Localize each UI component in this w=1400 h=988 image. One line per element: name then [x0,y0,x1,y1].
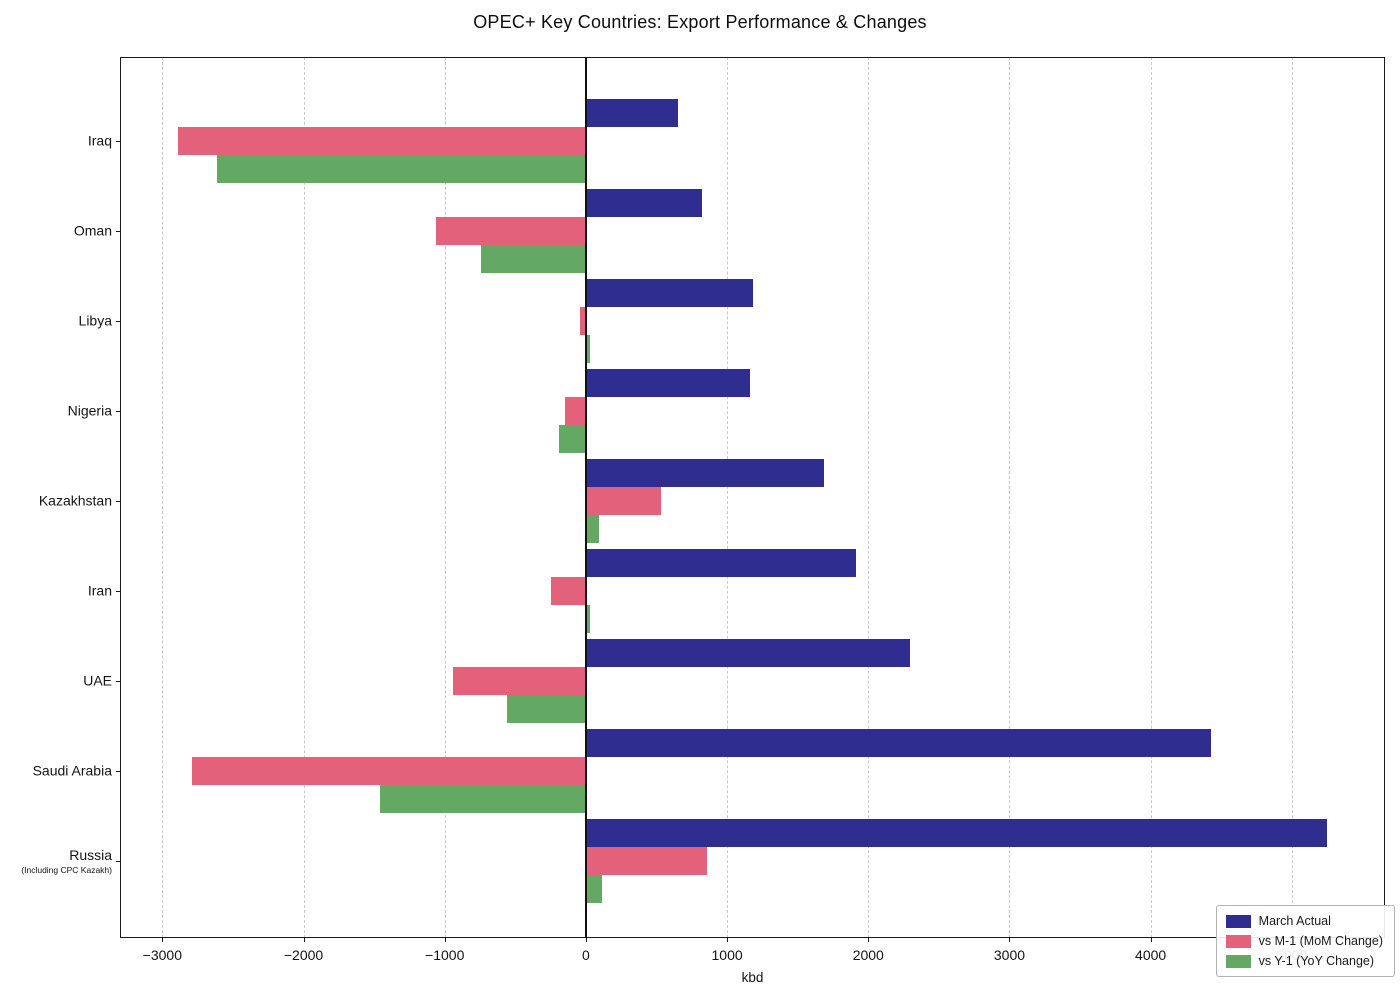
x-tick-mark [303,938,305,942]
y-label-iraq: Iraq [0,133,112,150]
bar-march-actual-uae [585,639,910,667]
y-label-saudi-arabia: Saudi Arabia [0,763,112,780]
y-label-oman: Oman [0,223,112,240]
chart-title: OPEC+ Key Countries: Export Performance … [473,12,927,32]
bar-vs-m-1-mom-change-kazakhstan [585,487,661,515]
x-tick-mark [1009,938,1011,942]
bar-march-actual-libya [585,279,754,307]
gridline-1000 [727,57,729,938]
x-tick-mark [1150,938,1152,942]
bar-vs-m-1-mom-change-iran [550,577,586,605]
bar-vs-y-1-yoy-change-nigeria [559,425,586,453]
y-tick-label: Saudi Arabia [32,762,112,779]
bar-march-actual-oman [585,189,703,217]
x-tick-label: −1000 [425,947,465,963]
x-tick-label: −3000 [142,947,183,963]
bar-vs-y-1-yoy-change-iraq [217,155,586,183]
gridline-2000 [868,57,870,938]
y-tick-mark [116,231,120,232]
bar-march-actual-nigeria [585,369,750,397]
bar-vs-m-1-mom-change-iraq [177,127,586,155]
bar-vs-y-1-yoy-change-saudi-arabia [379,785,586,813]
x-tick-mark [162,938,164,942]
y-label-kazakhstan: Kazakhstan [0,493,112,510]
y-tick-label: Oman [73,222,112,239]
bar-vs-y-1-yoy-change-oman [481,245,586,273]
y-tick-mark [116,861,120,862]
y-tick-label: UAE [83,672,112,689]
bar-vs-y-1-yoy-change-kazakhstan [585,515,599,543]
gridline-5000 [1291,57,1293,938]
zero-line [585,57,587,938]
y-tick-sublabel: (Including CPC Kazakh) [21,864,112,875]
legend-swatch-vs-m-1-mom-change [1225,934,1251,948]
y-tick-label: Russia [69,847,112,864]
gridline-3000 [1009,57,1011,938]
bar-march-actual-russia [585,819,1328,847]
legend: March Actual vs M-1 (MoM Change) vs Y-1 (Y… [1215,905,1395,977]
x-tick-mark [868,938,870,942]
x-tick-mark [727,938,729,942]
gridline-−3000 [162,57,164,938]
y-tick-mark [116,321,120,322]
x-tick-label: 3000 [993,947,1026,963]
bar-vs-y-1-yoy-change-russia [585,875,603,903]
legend-item-vs-y-1-yoy-change: vs Y-1 (YoY Change) [1225,954,1383,968]
gridline-−1000 [444,57,446,938]
x-tick-label: −2000 [283,947,324,963]
legend-label: March Actual [1258,914,1331,928]
x-tick-label: 0 [581,947,590,963]
x-axis-label: kbd [741,970,764,985]
bar-vs-m-1-mom-change-uae [453,667,586,695]
legend-swatch-vs-y-1-yoy-change [1225,954,1251,968]
y-tick-mark [116,501,120,502]
x-tick-label: 4000 [1135,947,1167,963]
plot-area [120,57,1385,938]
bar-vs-y-1-yoy-change-iran [585,605,591,633]
legend-label: vs M-1 (MoM Change) [1258,934,1383,948]
x-tick-label: 2000 [852,947,884,963]
bar-march-actual-saudi-arabia [585,729,1211,757]
y-tick-mark [116,591,120,592]
gridline-4000 [1150,57,1152,938]
y-tick-mark [116,411,120,412]
gridline-−2000 [303,57,305,938]
bar-march-actual-iran [585,549,856,577]
bar-vs-y-1-yoy-change-uae [506,695,586,723]
y-tick-label: Iran [87,582,112,599]
bar-vs-m-1-mom-change-russia [585,847,708,875]
y-label-libya: Libya [0,313,112,330]
bar-vs-m-1-mom-change-nigeria [564,397,586,425]
y-label-iran: Iran [0,583,112,600]
bar-march-actual-kazakhstan [585,459,824,487]
y-tick-mark [116,771,120,772]
y-tick-mark [116,141,120,142]
x-tick-mark [585,938,587,942]
bar-vs-m-1-mom-change-saudi-arabia [192,757,586,785]
y-tick-label: Kazakhstan [38,492,112,509]
legend-item-march-actual: March Actual [1225,914,1383,928]
y-tick-mark [116,681,120,682]
y-tick-label: Iraq [87,132,112,149]
x-tick-label: 1000 [711,947,743,963]
legend-item-vs-m-1-mom-change: vs M-1 (MoM Change) [1225,934,1383,948]
y-tick-label: Nigeria [67,402,112,419]
bar-vs-m-1-mom-change-oman [436,217,586,245]
bar-march-actual-iraq [585,99,679,127]
bar-vs-m-1-mom-change-libya [579,307,586,335]
bar-vs-y-1-yoy-change-libya [585,335,591,363]
x-tick-mark [444,938,446,942]
legend-swatch-march-actual [1225,914,1251,928]
legend-label: vs Y-1 (YoY Change) [1258,954,1375,968]
y-tick-label: Libya [78,312,112,329]
y-label-uae: UAE [0,673,112,690]
y-label-russia: Russia (Including CPC Kazakh) [0,847,112,875]
y-label-nigeria: Nigeria [0,403,112,420]
